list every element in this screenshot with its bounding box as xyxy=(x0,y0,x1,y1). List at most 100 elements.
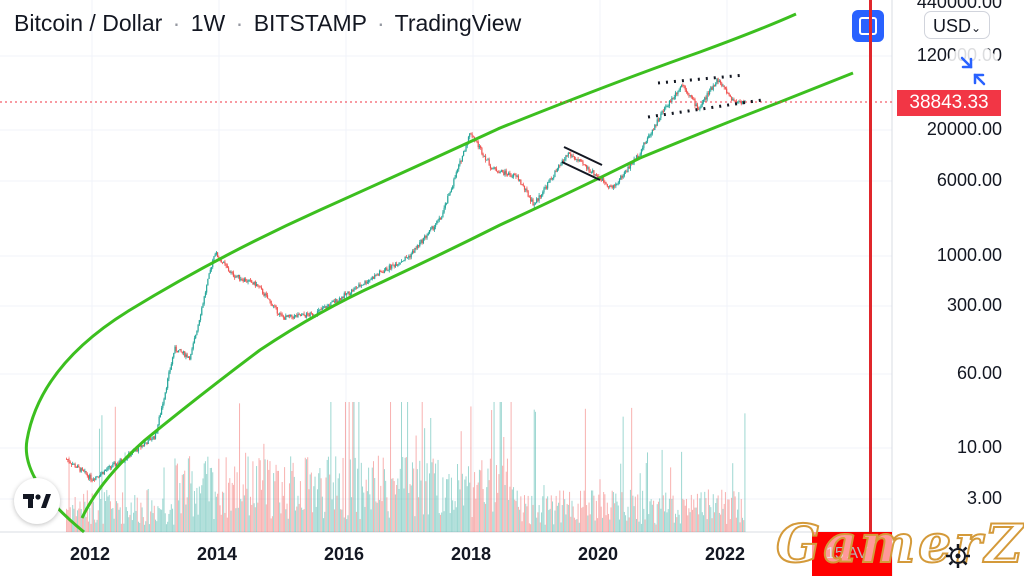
candle-body xyxy=(340,298,342,301)
candle-body xyxy=(539,195,541,197)
volume-bar xyxy=(181,474,183,532)
candle-body xyxy=(182,351,185,353)
volume-bar xyxy=(150,511,152,532)
volume-bar xyxy=(355,511,357,532)
volume-bar xyxy=(670,467,672,532)
candle-body xyxy=(113,462,115,464)
candle-body xyxy=(106,469,108,471)
volume-bar xyxy=(309,474,311,532)
candle-body xyxy=(666,106,668,108)
candle-body xyxy=(511,176,513,178)
volume-bar xyxy=(203,463,205,532)
candle-body xyxy=(389,265,392,269)
candle-body xyxy=(538,195,540,201)
volume-bar xyxy=(422,514,424,532)
tradingview-logo[interactable] xyxy=(14,478,60,524)
candle-body xyxy=(402,261,404,262)
candle-body xyxy=(724,87,727,89)
candle-body xyxy=(727,92,729,94)
currency-selector[interactable]: USD⌄ xyxy=(924,11,990,39)
candle-body xyxy=(623,172,625,176)
volume-bar xyxy=(588,502,590,532)
volume-bar xyxy=(187,458,189,532)
candle-body xyxy=(96,476,98,478)
settings-button[interactable] xyxy=(944,542,972,570)
volume-bar xyxy=(416,469,418,532)
candle-body xyxy=(548,181,550,183)
candle-body xyxy=(428,230,431,234)
volume-bar xyxy=(682,498,684,532)
candle-body xyxy=(475,140,477,142)
candle-body xyxy=(472,136,474,138)
candle-body xyxy=(410,253,412,258)
candle-body xyxy=(308,314,310,317)
collapse-button[interactable] xyxy=(946,44,1000,98)
volume-bar xyxy=(480,470,482,532)
candle-body xyxy=(298,313,300,315)
volume-bar xyxy=(741,517,743,532)
candle-body xyxy=(301,314,303,316)
candle-body xyxy=(436,221,438,225)
candle-body xyxy=(519,179,521,181)
candle-body xyxy=(593,170,595,176)
volume-bar xyxy=(466,486,468,532)
candle-body xyxy=(732,99,734,101)
candle-body xyxy=(510,175,512,177)
candle-body xyxy=(293,315,295,319)
candle-body xyxy=(610,185,612,187)
candle-body xyxy=(500,170,502,172)
collapse-arrows-icon xyxy=(960,56,986,86)
volume-bar xyxy=(358,402,360,532)
candle-body xyxy=(678,89,680,92)
candle-body xyxy=(286,315,288,317)
candle-body xyxy=(455,172,457,178)
candle-body xyxy=(232,272,235,277)
volume-bar xyxy=(610,507,612,532)
candle-body xyxy=(364,281,366,285)
volume-bar xyxy=(192,516,194,532)
candle-body xyxy=(501,170,504,172)
volume-bar xyxy=(175,465,177,532)
symbol-title[interactable]: Bitcoin / Dollar · 1W · BITSTAMP · Tradi… xyxy=(14,10,521,37)
volume-bar xyxy=(696,493,698,532)
volume-bar xyxy=(542,496,544,532)
volume-bar xyxy=(638,521,640,532)
volume-bar xyxy=(79,501,81,532)
volume-bar xyxy=(654,522,656,532)
candle-body xyxy=(645,141,647,144)
volume-bar xyxy=(668,498,670,532)
volume-bar xyxy=(733,491,735,532)
volume-bar xyxy=(463,505,465,532)
volume-bar xyxy=(548,510,550,532)
candle-body xyxy=(153,436,155,439)
volume-bar xyxy=(552,501,554,532)
volume-bar xyxy=(371,467,373,532)
volume-bar xyxy=(207,456,209,532)
volume-bar xyxy=(239,403,241,532)
candle-body xyxy=(263,293,265,296)
dotted-range-bottom xyxy=(647,98,763,119)
candle-body xyxy=(603,178,605,183)
volume-bar xyxy=(185,504,187,532)
candle-body xyxy=(508,172,510,176)
candle-body xyxy=(657,119,660,121)
candle-body xyxy=(460,160,462,162)
volume-bar xyxy=(478,469,480,532)
candle-body xyxy=(120,459,123,462)
candle-body xyxy=(611,185,613,188)
candle-body xyxy=(586,165,588,169)
volume-bar xyxy=(402,456,404,532)
volume-bar xyxy=(515,501,517,532)
candle-body xyxy=(370,279,372,280)
volume-bar xyxy=(594,520,596,532)
volume-bar xyxy=(78,508,80,532)
candle-body xyxy=(397,264,399,266)
candle-body xyxy=(109,466,112,468)
x-tick-label: 2016 xyxy=(324,544,365,564)
fullscreen-button[interactable] xyxy=(852,10,884,42)
volume-bar xyxy=(570,516,572,532)
volume-bar xyxy=(362,486,364,532)
volume-bar xyxy=(281,481,283,532)
volume-bar xyxy=(471,517,473,532)
